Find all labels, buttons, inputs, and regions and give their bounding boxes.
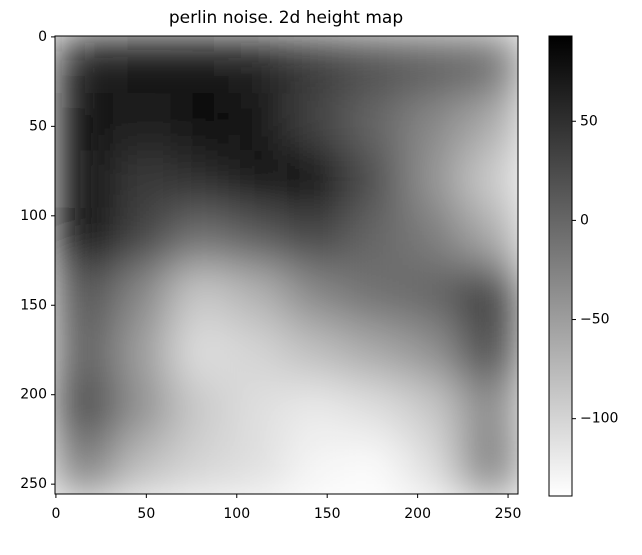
heatmap-cell [402, 436, 461, 494]
heatmap-cell [460, 207, 518, 266]
heatmap-cell [170, 322, 230, 380]
heatmap-cell [112, 150, 172, 209]
chart-title: perlin noise. 2d height map [169, 8, 403, 28]
heatmap-cell [402, 207, 461, 266]
heatmap-cell [402, 93, 461, 151]
heatmap-cell [112, 322, 172, 380]
heatmap-cell [460, 436, 518, 494]
heatmap-cell [286, 322, 345, 380]
heatmap-cell [460, 322, 518, 380]
heatmap-cell [228, 436, 287, 494]
heatmap-cell [228, 93, 287, 151]
heatmap-cell [112, 93, 172, 151]
colorbar [548, 35, 573, 497]
heatmap-cell [112, 379, 172, 438]
heatmap-cell [286, 207, 345, 266]
heatmap-cell [344, 322, 403, 380]
heatmap-cell [460, 379, 518, 438]
x-tick-label: 250 [495, 506, 522, 522]
heatmap-cell [402, 379, 461, 438]
x-tick-label: 100 [223, 506, 250, 522]
heatmap-cell [170, 436, 230, 494]
heatmap-cell [170, 93, 230, 151]
heatmap-cell [170, 207, 230, 266]
heatmap-cell [55, 265, 114, 323]
heatmap-cell [286, 36, 345, 94]
heatmap-cell [228, 207, 287, 266]
heatmap-cell [402, 150, 461, 209]
heatmap-cell [55, 36, 114, 94]
colorbar-tick-label: −100 [580, 411, 618, 427]
heatmap-cell [55, 322, 114, 380]
heatmap-cell [112, 265, 172, 323]
heatmap-cell [286, 150, 345, 209]
heatmap-cell [112, 207, 172, 266]
heatmap-cell [170, 379, 230, 438]
colorbar-tick-label: 0 [580, 212, 589, 228]
heatmap-cell [228, 265, 287, 323]
x-tick-label: 200 [404, 506, 431, 522]
x-tick-label: 0 [51, 506, 60, 522]
heatmap-image [55, 36, 518, 494]
heatmap-cell [402, 322, 461, 380]
axes-frame [54, 35, 519, 495]
heatmap-cell [344, 436, 403, 494]
heatmap-cell [55, 150, 114, 209]
heatmap-cell [460, 36, 518, 94]
heatmap-cell [228, 150, 287, 209]
y-tick-label: 50 [29, 118, 47, 134]
x-tick-label: 50 [137, 506, 155, 522]
colorbar-tick-label: 50 [580, 113, 598, 129]
heatmap-cell [460, 265, 518, 323]
heatmap-cell [170, 265, 230, 323]
heatmap-cell [402, 265, 461, 323]
heatmap-cell [344, 93, 403, 151]
heatmap-cell [344, 36, 403, 94]
heatmap-cell [112, 36, 172, 94]
heatmap-cell [460, 150, 518, 209]
heatmap-cell [344, 265, 403, 323]
heatmap-cell [402, 36, 461, 94]
heatmap-cells [55, 36, 518, 494]
y-tick-label: 0 [38, 29, 47, 45]
heatmap-cell [228, 36, 287, 94]
y-tick-label: 200 [20, 387, 47, 403]
heatmap-cell [228, 379, 287, 438]
heatmap-cell [55, 207, 114, 266]
y-tick-label: 100 [20, 208, 47, 224]
heatmap-cell [344, 379, 403, 438]
heatmap-cell [112, 436, 172, 494]
heatmap-cell [460, 93, 518, 151]
heatmap-cell [286, 436, 345, 494]
heatmap-cell [170, 150, 230, 209]
heatmap-cell [55, 436, 114, 494]
heatmap-cell [286, 265, 345, 323]
colorbar-tick-label: −50 [580, 312, 610, 328]
heatmap-cell [55, 93, 114, 151]
heatmap-cell [55, 379, 114, 438]
x-tick-label: 150 [314, 506, 341, 522]
y-tick-label: 250 [20, 476, 47, 492]
heatmap-cell [170, 36, 230, 94]
heatmap-cell [286, 93, 345, 151]
y-tick-label: 150 [20, 297, 47, 313]
heatmap-cell [286, 379, 345, 438]
heatmap-cell [228, 322, 287, 380]
heatmap-cell [344, 207, 403, 266]
heatmap-cell [344, 150, 403, 209]
